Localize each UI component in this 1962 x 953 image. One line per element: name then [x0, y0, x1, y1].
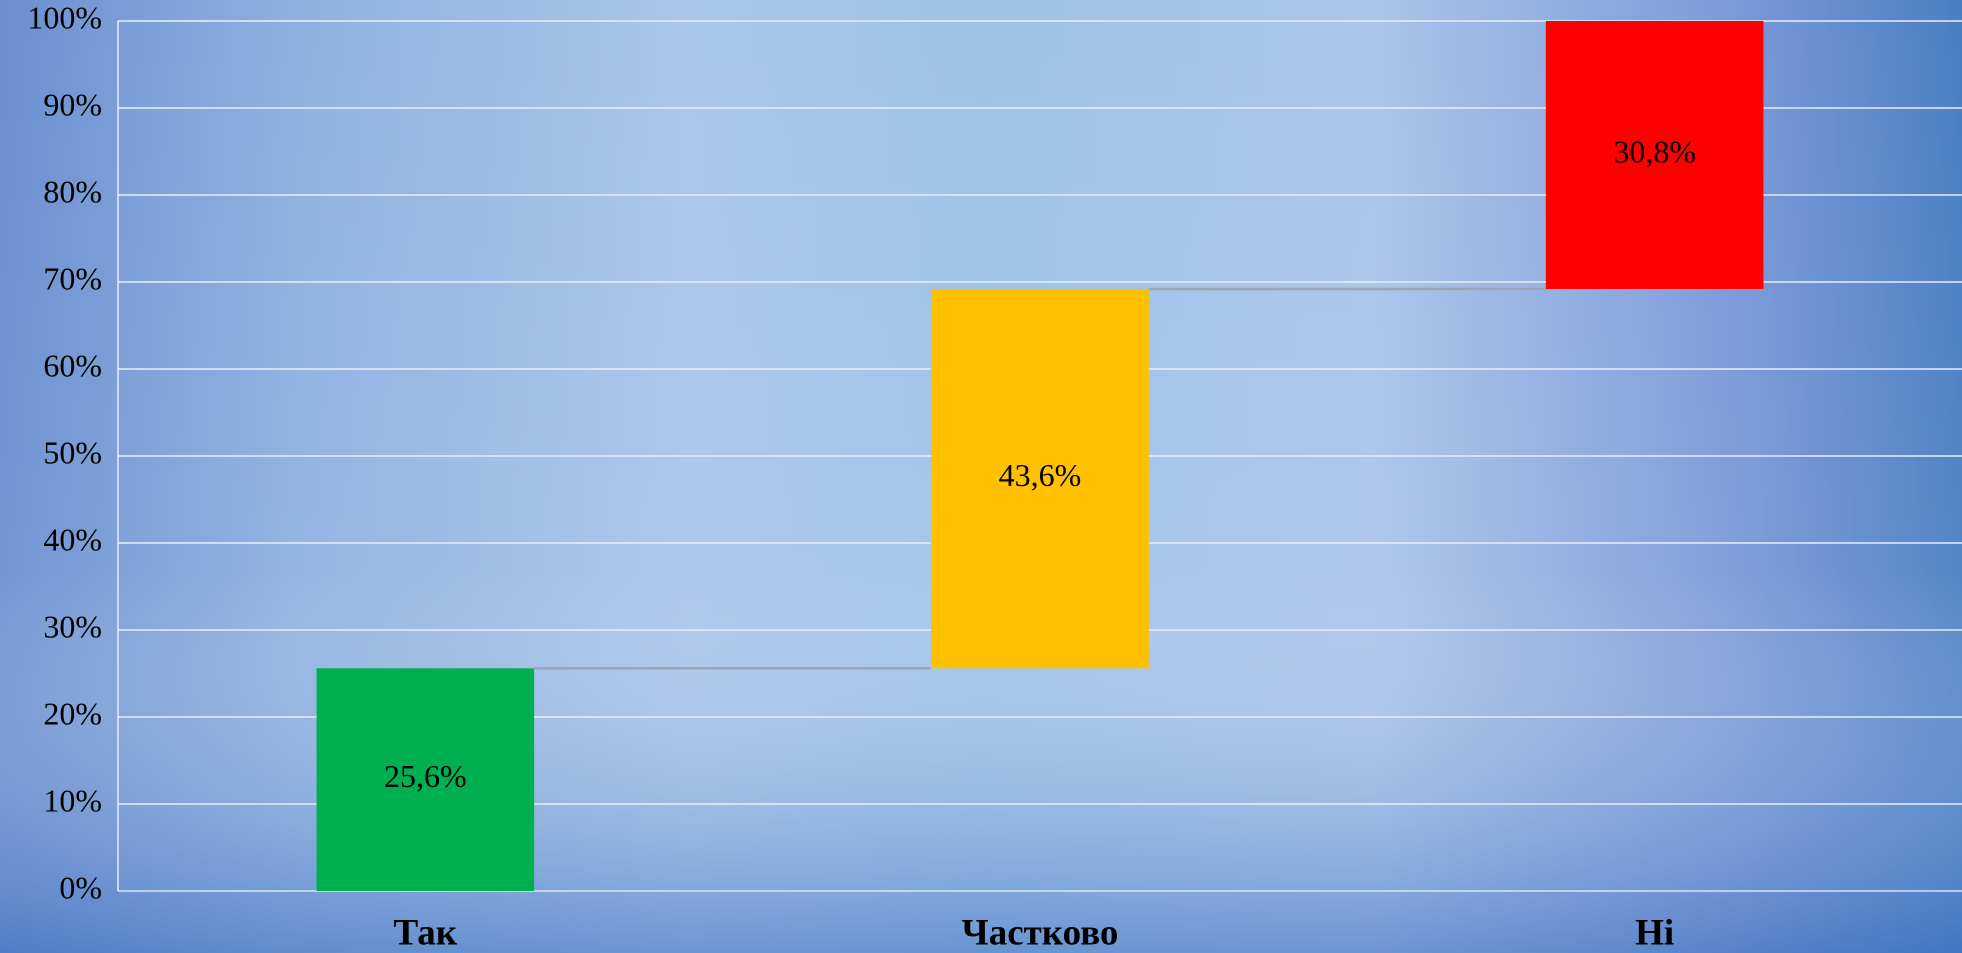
value-label: 25,6% [384, 758, 467, 794]
y-tick-label: 20% [43, 695, 102, 731]
y-tick-label: 60% [43, 347, 102, 383]
y-tick-label: 80% [43, 173, 102, 209]
x-tick-label: Частково [962, 912, 1119, 953]
y-tick-label: 70% [43, 260, 102, 296]
x-tick-label: Так [394, 912, 458, 953]
bar [931, 288, 1149, 669]
y-tick-label: 10% [43, 782, 102, 818]
y-tick-label: 90% [43, 86, 102, 122]
value-label: 30,8% [1613, 133, 1696, 169]
value-label: 43,6% [999, 457, 1082, 493]
y-tick-label: 50% [43, 434, 102, 470]
bar [316, 668, 535, 891]
y-tick-label: 30% [43, 608, 102, 644]
x-tick-label: Ні [1635, 912, 1674, 953]
y-tick-label: 100% [27, 0, 102, 35]
y-tick-label: 0% [59, 869, 102, 905]
marks: 25,6% Так 43,6% Частково 30,8% Ні [316, 21, 1764, 953]
bar [1545, 21, 1764, 289]
y-tick-label: 40% [43, 521, 102, 557]
